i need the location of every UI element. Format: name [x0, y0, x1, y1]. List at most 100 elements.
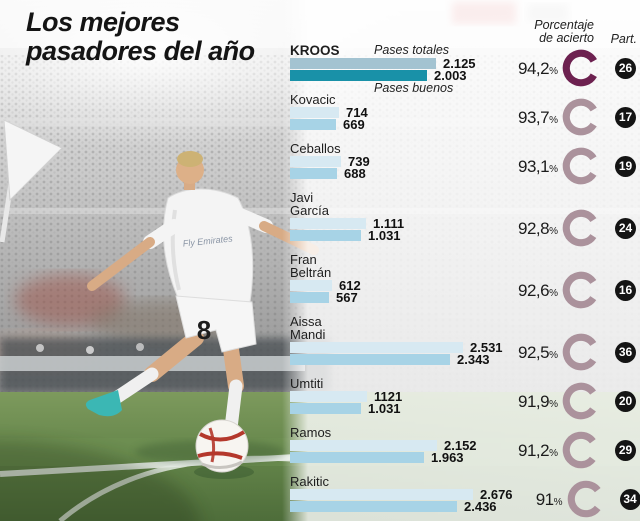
player-row: KROOS Pases totales Pases buenos 2.125 2…: [290, 43, 636, 95]
hair: [177, 151, 203, 167]
page-title: Los mejores pasadores del año: [26, 8, 255, 66]
matches-badge: 24: [615, 218, 636, 239]
boot-icon: [85, 390, 122, 417]
total-passes-value: 1.111: [373, 216, 405, 231]
bars-cell: Ramos 2.152 1.963: [290, 425, 508, 465]
bars-cell: Umtiti 1121 1.031: [290, 376, 508, 416]
good-passes-value: 669: [343, 117, 365, 132]
accuracy-value: 94,2%: [518, 59, 558, 78]
accuracy-column-header: Porcentaje de acierto: [534, 18, 594, 45]
good-passes-bar: [290, 354, 450, 365]
accuracy-value: 92,8%: [518, 219, 558, 238]
matches-badge: 29: [615, 440, 636, 461]
player-name: Fran Beltrán: [290, 252, 332, 280]
player-row: Kovacic 714 669 93,7% 17: [290, 93, 636, 136]
total-passes-bar: [290, 218, 366, 229]
matches-badge: 19: [615, 156, 636, 177]
good-passes-bar: [290, 168, 337, 179]
bars-cell: KROOS Pases totales Pases buenos 2.125 2…: [290, 43, 508, 95]
bars-cell: Rakitic 2.676 2.436: [290, 474, 513, 514]
accuracy-value: 93,1%: [518, 157, 558, 176]
player-name: Ceballos: [290, 141, 341, 156]
accuracy-value: 92,5%: [518, 343, 558, 362]
accuracy-donut-icon: [562, 333, 600, 371]
accuracy-value: 91,9%: [518, 392, 558, 411]
accuracy-value: 91%: [535, 490, 563, 509]
good-passes-value: 1.031: [368, 401, 401, 416]
accuracy-donut-icon: [562, 271, 600, 309]
matches-column-header: Part.: [610, 32, 637, 46]
good-passes-value: 2.003: [434, 68, 467, 83]
total-passes-value: 2.152: [444, 438, 477, 453]
total-passes-value: 739: [348, 154, 370, 169]
pases-buenos-label: Pases buenos: [374, 81, 454, 95]
good-passes-value: 567: [336, 290, 358, 305]
total-passes-bar: [290, 440, 437, 451]
good-passes-bar: [290, 119, 336, 130]
player-row: Fran Beltrán 612 567 92,6% 16: [290, 253, 636, 309]
total-passes-bar: [290, 156, 341, 167]
player-name: Aissa Mandi: [290, 314, 326, 342]
good-passes-bar: [290, 292, 329, 303]
good-passes-value: 2.343: [457, 352, 490, 367]
bars-cell: Kovacic 714 669: [290, 92, 508, 132]
player-row: Rakitic 2.676 2.436 91% 34: [290, 474, 640, 518]
bars-cell: Aissa Mandi 2.531 2.343: [290, 314, 508, 367]
player-row: Umtiti 1121 1.031 91,9% 20: [290, 377, 636, 420]
player-name: Rakitic: [290, 474, 330, 489]
accuracy-donut-icon: [562, 209, 600, 247]
total-passes-value: 2.125: [443, 56, 476, 71]
accuracy-donut-icon: [562, 98, 600, 136]
good-passes-value: 1.031: [368, 228, 401, 243]
player-row: Ceballos 739 688 93,1% 19: [290, 142, 636, 185]
ball-icon: [194, 419, 254, 479]
player-row: Ramos 2.152 1.963 91,2% 29: [290, 426, 636, 469]
total-passes-value: 2.676: [480, 487, 513, 502]
jersey-number: 8: [197, 315, 211, 345]
good-passes-value: 1.963: [431, 450, 464, 465]
good-passes-bar: [290, 403, 361, 414]
player-name: Ramos: [290, 425, 332, 440]
total-passes-bar: [290, 489, 473, 500]
player-row: Javi García 1.111 1.031 92,8% 24: [290, 191, 636, 247]
good-passes-value: 2.436: [464, 499, 497, 514]
player-name: Umtiti: [290, 376, 324, 391]
title-line2: pasadores del año: [26, 36, 255, 66]
total-passes-value: 2.531: [470, 340, 503, 355]
matches-badge: 17: [615, 107, 636, 128]
total-passes-bar: [290, 58, 436, 69]
accuracy-value: 92,6%: [518, 281, 558, 300]
player-row: Aissa Mandi 2.531 2.343 92,5% 36: [290, 315, 636, 371]
good-passes-bar: [290, 70, 427, 81]
total-passes-bar: [290, 391, 367, 402]
good-passes-bar: [290, 501, 457, 512]
matches-badge: 36: [615, 342, 636, 363]
accuracy-value: 91,2%: [518, 441, 558, 460]
bars-cell: Fran Beltrán 612 567: [290, 252, 508, 305]
matches-badge: 34: [619, 489, 640, 510]
accuracy-donut-icon: [562, 382, 600, 420]
player-name: KROOS: [290, 43, 340, 58]
total-passes-value: 714: [346, 105, 368, 120]
accuracy-value: 93,7%: [518, 108, 558, 127]
matches-badge: 26: [615, 58, 636, 79]
total-passes-bar: [290, 280, 332, 291]
total-passes-value: 612: [339, 278, 361, 293]
player-photo: 8 Fly Emirates: [85, 151, 319, 444]
accuracy-donut-icon: [562, 147, 600, 185]
player-name: Javi García: [290, 190, 330, 218]
accuracy-donut-icon: [562, 431, 600, 469]
chart-panel: Porcentaje de acierto Part. KROOS Pases …: [282, 0, 640, 521]
matches-badge: 20: [615, 391, 636, 412]
pases-totales-label: Pases totales: [374, 43, 450, 57]
accuracy-donut-icon: [562, 49, 600, 87]
total-passes-value: 1121: [374, 389, 403, 404]
bars-cell: Javi García 1.111 1.031: [290, 190, 508, 243]
good-passes-bar: [290, 452, 424, 463]
good-passes-value: 688: [344, 166, 366, 181]
player-name: Kovacic: [290, 92, 336, 107]
title-line1: Los mejores: [26, 7, 180, 37]
matches-badge: 16: [615, 280, 636, 301]
good-passes-bar: [290, 230, 361, 241]
